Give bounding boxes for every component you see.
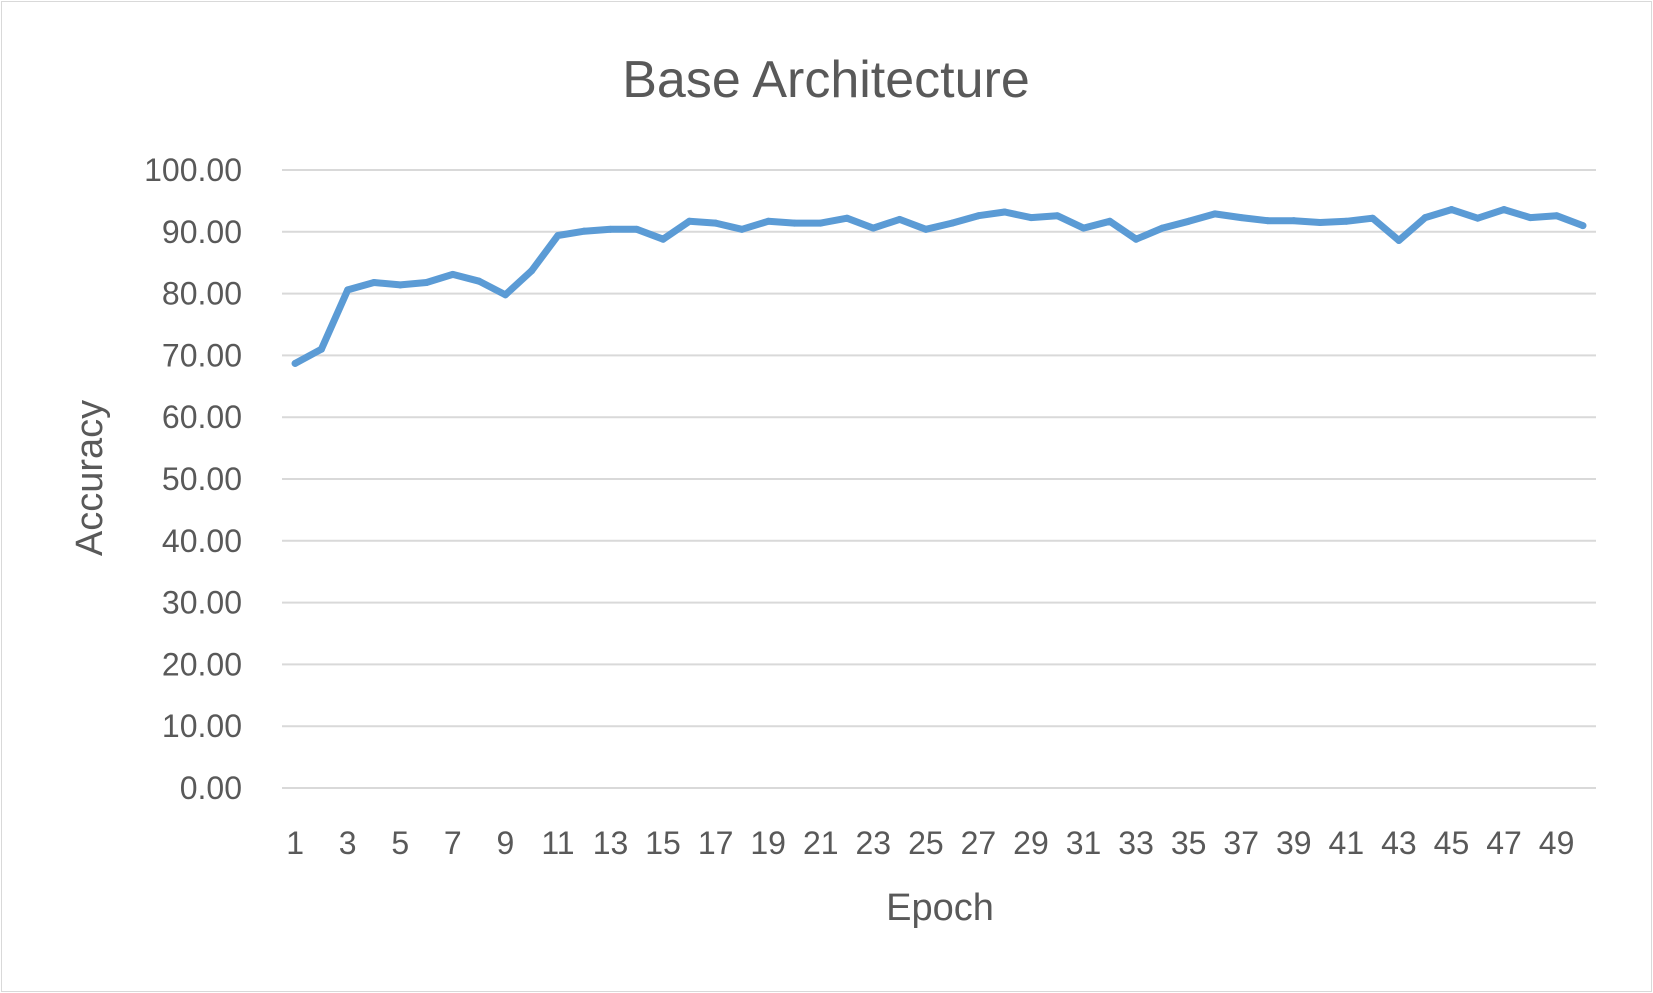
x-axis-title: Epoch	[886, 887, 994, 929]
y-axis-title: Accuracy	[69, 400, 111, 556]
data-point	[607, 225, 614, 233]
y-tick-label: 40.00	[162, 523, 242, 559]
data-point	[659, 235, 667, 243]
chart-title: Base Architecture	[622, 51, 1030, 109]
data-point	[1395, 236, 1403, 244]
y-tick-label: 0.00	[180, 770, 242, 806]
data-point	[843, 214, 851, 222]
data-point	[896, 215, 904, 223]
data-point	[948, 219, 956, 227]
data-point	[1526, 214, 1534, 222]
data-point	[501, 291, 509, 299]
data-point	[1500, 206, 1508, 214]
x-tick-label: 5	[391, 825, 409, 861]
data-point	[1158, 224, 1166, 232]
data-point	[1369, 214, 1377, 222]
y-tick-label: 60.00	[162, 399, 242, 435]
x-tick-label: 43	[1381, 825, 1417, 861]
data-point	[869, 224, 877, 232]
data-point	[1447, 206, 1455, 214]
x-tick-label: 45	[1434, 825, 1470, 861]
data-point	[817, 219, 825, 227]
x-tick-label: 33	[1118, 825, 1154, 861]
x-tick-label: 31	[1066, 825, 1102, 861]
data-point	[396, 281, 404, 289]
x-tick-label: 19	[750, 825, 786, 861]
data-point	[449, 270, 457, 278]
data-point	[1474, 214, 1482, 222]
data-point	[475, 277, 483, 285]
x-tick-label: 21	[803, 825, 839, 861]
y-tick-label: 30.00	[162, 585, 242, 621]
data-point	[633, 225, 641, 233]
data-point	[1053, 212, 1061, 220]
x-tick-label: 7	[444, 825, 462, 861]
y-tick-label: 80.00	[162, 276, 242, 312]
y-tick-label: 70.00	[162, 337, 242, 373]
y-tick-label: 100.00	[144, 152, 242, 188]
x-tick-label: 3	[339, 825, 357, 861]
data-point	[291, 359, 299, 367]
x-tick-label: 41	[1329, 825, 1365, 861]
data-point	[1421, 214, 1429, 222]
data-point	[712, 219, 720, 227]
data-point	[1211, 210, 1219, 218]
x-tick-label: 13	[593, 825, 629, 861]
y-tick-label: 20.00	[162, 646, 242, 682]
data-point	[1080, 224, 1088, 232]
data-point	[1027, 214, 1035, 222]
data-point	[554, 232, 562, 240]
x-tick-label: 9	[496, 825, 514, 861]
x-tick-label: 27	[961, 825, 997, 861]
data-point	[922, 225, 930, 233]
y-tick-label: 50.00	[162, 461, 242, 497]
data-point	[344, 286, 352, 294]
x-tick-label: 1	[286, 825, 304, 861]
data-point	[790, 219, 798, 227]
data-point	[1237, 214, 1245, 222]
data-point	[580, 227, 588, 235]
series-line	[291, 206, 1587, 367]
gridlines	[282, 169, 1596, 789]
x-tick-label: 49	[1539, 825, 1575, 861]
data-point	[1106, 217, 1114, 225]
data-point	[1185, 217, 1193, 225]
data-point	[1553, 212, 1561, 220]
data-point	[1264, 217, 1271, 225]
data-point	[974, 212, 982, 220]
x-tick-label: 35	[1171, 825, 1207, 861]
data-point	[370, 278, 378, 286]
x-tick-label: 39	[1276, 825, 1312, 861]
x-tick-label: 37	[1223, 825, 1259, 861]
data-point	[1290, 217, 1298, 225]
y-tick-label: 10.00	[162, 708, 242, 744]
y-axis-ticks: 0.00 10.00 20.00 30.00 40.00 50.00 60.00 70.00 8…	[144, 152, 242, 806]
x-tick-label: 15	[645, 825, 681, 861]
x-axis-ticks: 1 3 5 7 9 11 13 15 17 19 21 23 25 27 29 31 33 35 37 39 41 43 4…	[286, 825, 1574, 861]
data-point	[1001, 208, 1009, 216]
data-point	[685, 217, 693, 225]
data-point	[317, 345, 325, 353]
data-point	[1579, 222, 1587, 230]
x-tick-label: 23	[856, 825, 892, 861]
data-point	[764, 217, 772, 225]
x-tick-label: 29	[1013, 825, 1049, 861]
data-point	[1132, 235, 1140, 243]
x-tick-label: 17	[698, 825, 734, 861]
data-point	[423, 278, 431, 286]
series-layer	[291, 206, 1587, 367]
x-tick-label: 11	[541, 825, 574, 861]
x-tick-label: 25	[908, 825, 944, 861]
x-tick-label: 47	[1486, 825, 1522, 861]
data-point	[528, 267, 536, 275]
y-tick-label: 90.00	[162, 214, 242, 250]
data-point	[1342, 217, 1350, 225]
data-point	[1316, 219, 1324, 227]
data-point	[738, 225, 746, 233]
